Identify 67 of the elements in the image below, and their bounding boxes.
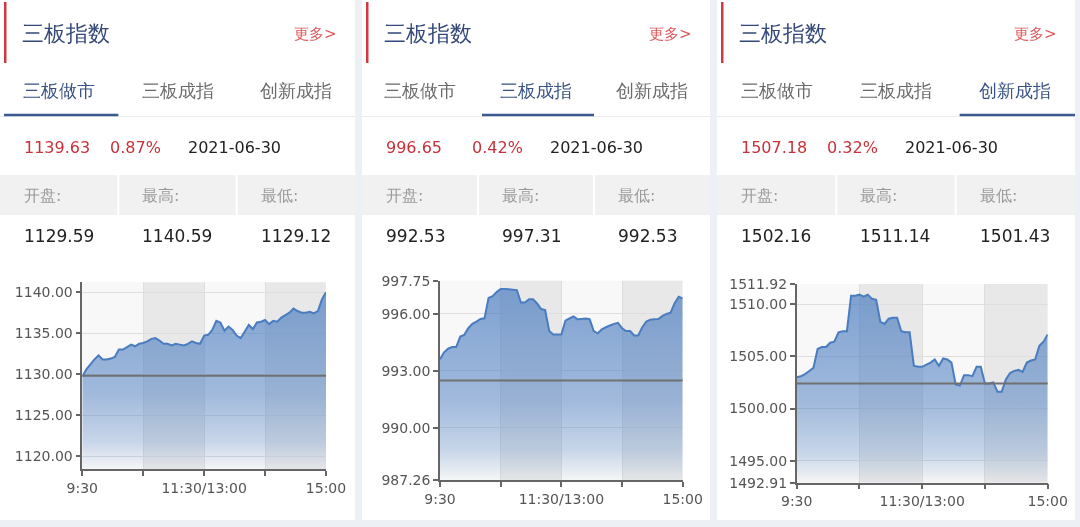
text: 开盘:: [741, 186, 779, 205]
text: 最低:: [980, 186, 1018, 205]
text: 三板做市: [384, 80, 456, 101]
text: 最高:: [860, 186, 898, 205]
y-tick-label: 1500.00: [729, 400, 788, 417]
text: 开盘:: [24, 186, 62, 205]
y-tick-label: 987.26: [381, 471, 431, 488]
text: 992.53: [618, 226, 678, 246]
text: 三板做市: [23, 80, 95, 101]
x-tick-label: 9:30: [780, 493, 813, 510]
y-tick-label: 1130.00: [14, 366, 73, 383]
text: 三板成指: [860, 80, 932, 101]
x-tick-label: 15:00: [662, 490, 703, 507]
text: 0.87%: [110, 138, 161, 157]
text: 0.32%: [827, 138, 878, 157]
y-tick-label: 1510.00: [729, 295, 788, 312]
y-tick-label: 993.00: [381, 362, 431, 379]
text: 三板成指: [500, 80, 572, 101]
y-tick-label: 997.75: [381, 272, 431, 289]
text: 1507.18: [741, 138, 808, 157]
x-tick-label: 15:00: [305, 479, 347, 496]
text: 2021-06-30: [905, 138, 998, 157]
text: 创新成指: [616, 80, 688, 101]
y-tick-label: 1492.91: [729, 474, 788, 491]
y-tick-label: 990.00: [381, 419, 431, 436]
text: 三板指数: [384, 21, 472, 46]
text: 1139.63: [24, 138, 91, 157]
text: 1129.59: [24, 226, 95, 246]
text: 三板指数: [22, 21, 110, 46]
x-tick-label: 9:30: [66, 479, 99, 496]
text: 创新成指: [979, 80, 1051, 101]
text: 最高:: [142, 186, 180, 205]
text: 2021-06-30: [188, 138, 281, 157]
text: 0.42%: [472, 138, 523, 157]
y-tick-label: 1511.92: [729, 275, 788, 292]
text: 最低:: [618, 186, 656, 205]
text: 更多>: [1014, 25, 1057, 43]
x-tick-label: 9:30: [424, 490, 456, 507]
x-tick-label: 11:30/13:00: [518, 490, 605, 507]
text: 1511.14: [860, 226, 931, 246]
y-tick-label: 1125.00: [14, 407, 73, 424]
text: 三板成指: [142, 80, 214, 101]
text: 更多>: [649, 25, 692, 43]
text: 三板指数: [739, 21, 827, 46]
y-tick-label: 1140.00: [14, 284, 73, 301]
y-tick-label: 1495.00: [729, 452, 788, 469]
x-tick-label: 11:30/13:00: [161, 479, 247, 496]
y-tick-label: 1505.00: [729, 348, 788, 365]
y-tick-label: 1120.00: [14, 448, 73, 465]
text: 1129.12: [261, 226, 332, 246]
x-tick-label: 15:00: [1027, 493, 1068, 510]
text: 最高:: [502, 186, 540, 205]
y-tick-label: 996.00: [381, 305, 431, 322]
text: 996.65: [386, 138, 442, 157]
text: 1140.59: [142, 226, 213, 246]
text: 992.53: [386, 226, 446, 246]
text: 1502.16: [741, 226, 812, 246]
x-tick-label: 11:30/13:00: [879, 493, 965, 510]
text: 创新成指: [260, 80, 332, 101]
text: 2021-06-30: [550, 138, 643, 157]
text: 开盘:: [386, 186, 424, 205]
text: 1501.43: [980, 226, 1051, 246]
text: 三板做市: [741, 80, 813, 101]
text: 更多>: [294, 25, 337, 43]
text: 997.31: [502, 226, 562, 246]
text: 最低:: [261, 186, 299, 205]
y-tick-label: 1135.00: [14, 325, 73, 342]
